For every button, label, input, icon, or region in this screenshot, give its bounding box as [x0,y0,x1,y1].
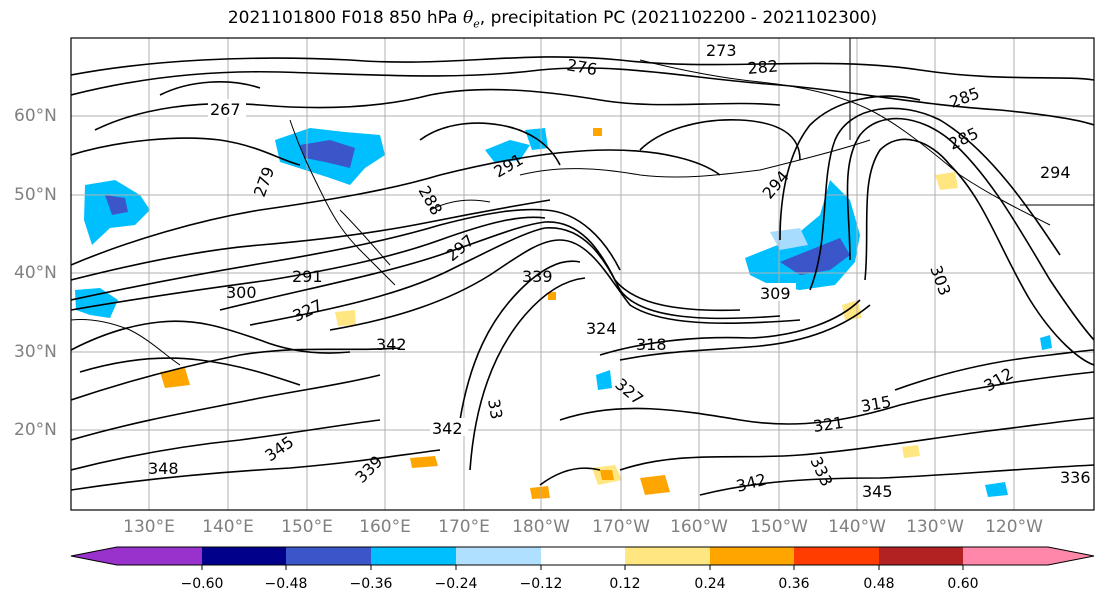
precip-positive-spot [600,470,614,480]
contour-label: 291 [292,267,323,286]
colorbar-tick-label: 0.60 [947,576,979,592]
precip-negative-spot [1040,335,1052,350]
contour-label: 348 [148,459,179,478]
contour-label: 282 [747,56,779,78]
contour-label: 318 [636,335,667,354]
precip-positive-spot [593,128,602,136]
precip-positive-spot [902,445,920,458]
colorbar-outline [70,546,1095,566]
precip-negative-spot [596,370,612,390]
lon-label: 160°E [359,517,411,537]
title-prefix: 2021101800 F018 850 hPa [227,8,463,28]
lon-label: 150°E [281,517,333,537]
precip-positive-spot [530,486,550,499]
lon-label: 140°E [202,517,254,537]
contour-label: 273 [706,41,737,60]
contour-label: 324 [586,319,617,338]
lon-label: 130°E [123,517,175,537]
colorbar-tick-label: −0.60 [180,576,224,592]
colorbar-segment [963,547,1048,565]
lon-label: 140°W [828,517,886,537]
lon-label: 120°W [985,517,1043,537]
precip-negative-area [485,140,530,163]
contour-label: 345 [862,482,893,501]
contour-label: 321 [812,413,845,436]
precip-positive-spot [335,310,356,326]
colorbar-tick-label: −0.48 [264,576,308,592]
colorbar-tick-label: −0.24 [434,576,478,592]
colorbar-tick-label: 0.24 [694,576,726,592]
colorbar-segment [117,547,202,565]
precip-negative-core [105,195,128,215]
contour-label: 339 [522,267,553,286]
coastlines [71,38,1094,366]
lon-label: 170°W [592,517,650,537]
contour-label: 294 [1040,163,1071,182]
precip-negative-core [780,238,850,275]
colorbar-segment [456,547,541,565]
colorbar-segment [710,547,794,565]
colorbar-segment [794,547,879,565]
precip-shading-layer [75,128,1052,499]
map-frame [70,37,1095,511]
title-theta-symbol: θ [463,8,474,28]
colorbar-tick-label: 0.12 [609,576,641,592]
precip-positive-spot [640,475,670,495]
contour-label: 342 [432,419,463,438]
lat-label: 20°N [14,420,57,440]
colorbar-segment [371,547,456,565]
precip-negative-area [75,288,118,318]
contour-label: 309 [760,284,791,303]
lon-label: 180°W [512,517,570,537]
colorbar-segment [541,547,625,565]
lon-label: 160°W [670,517,728,537]
precip-positive-spot [548,292,556,300]
contour-label: 267 [210,100,241,119]
colorbar-min-extension [71,547,117,565]
contour-label: 336 [1060,468,1091,487]
lat-label: 40°N [14,263,57,283]
lat-label: 30°N [14,342,57,362]
title-suffix: , precipitation PC (2021102200 - 2021102… [479,8,878,28]
precip-positive-spot [935,172,958,190]
colorbar-segment [286,547,371,565]
lon-label: 150°W [750,517,808,537]
colorbar-segment [879,547,963,565]
colorbar-tick-label: −0.12 [519,576,563,592]
lon-label: 130°W [906,517,964,537]
map-title: 2021101800 F018 850 hPa θe, precipitatio… [0,8,1105,30]
colorbar-segment [625,547,710,565]
precip-positive-spot [160,368,190,388]
lat-label: 50°N [14,185,57,205]
colorbar-segment [202,547,286,565]
colorbar-tick-label: −0.36 [349,576,393,592]
theta-e-contours [71,56,1094,496]
contour-label: 342 [376,335,407,354]
colorbar-tick-label: 0.48 [863,576,895,592]
colorbar-tick-label: 0.36 [778,576,810,592]
precip-negative-core [300,140,355,168]
contour-label: 33 [484,397,506,420]
precip-positive-spot [410,456,438,468]
colorbar-max-extension [1048,547,1094,565]
lat-label: 60°N [14,106,57,126]
contour-label: 300 [226,283,257,302]
title-theta-subscript: e [473,17,480,31]
precip-negative-spot [985,482,1008,497]
colorbar [70,546,1095,570]
lon-label: 170°E [438,517,490,537]
